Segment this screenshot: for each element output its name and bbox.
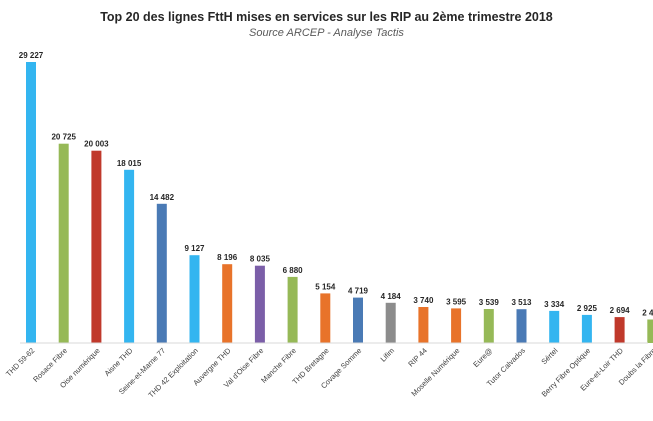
value-label-9: 6 880 <box>283 266 304 275</box>
value-labels-group: 29 227 20 725 20 003 18 015 14 482 9 127 8 196… <box>19 51 653 318</box>
bar-6 <box>189 255 200 343</box>
bar-13 <box>418 307 429 343</box>
value-label-19: 2 694 <box>610 306 631 315</box>
category-label-13: RIP 44 <box>406 346 428 368</box>
category-label-1: THD 59-62 <box>4 346 36 378</box>
value-label-13: 3 740 <box>413 296 434 305</box>
bar-14 <box>451 308 462 343</box>
bar-5 <box>156 203 167 343</box>
bar-10 <box>320 293 331 343</box>
category-label-15: Eure@ <box>471 346 494 369</box>
bar-2 <box>58 143 69 343</box>
value-label-4: 18 015 <box>117 159 142 168</box>
value-label-5: 14 482 <box>150 193 175 202</box>
bar-3 <box>91 150 102 343</box>
bar-8 <box>254 265 265 343</box>
bar-7 <box>222 264 233 343</box>
bar-15 <box>483 309 494 343</box>
value-label-16: 3 513 <box>511 298 532 307</box>
value-label-10: 5 154 <box>315 282 336 291</box>
value-label-3: 20 003 <box>84 140 109 149</box>
chart-subtitle: Source ARCEP - Analyse Tactis <box>249 27 404 39</box>
value-label-18: 2 925 <box>577 304 598 313</box>
value-label-6: 9 127 <box>184 244 205 253</box>
bar-17 <box>549 310 560 343</box>
bar-4 <box>124 169 135 343</box>
bar-11 <box>353 297 363 343</box>
bars-group <box>26 62 653 343</box>
bar-19 <box>614 317 625 343</box>
category-label-12: Lifim <box>379 346 397 364</box>
value-label-15: 3 539 <box>479 298 500 307</box>
value-label-7: 8 196 <box>217 253 238 262</box>
bar-20 <box>647 319 653 343</box>
value-label-12: 4 184 <box>381 292 402 301</box>
bar-18 <box>581 314 592 343</box>
value-label-17: 3 334 <box>544 300 565 309</box>
value-label-1: 29 227 <box>19 51 44 60</box>
bar-1 <box>26 62 36 343</box>
value-label-2: 20 725 <box>51 133 76 142</box>
chart-title: Top 20 des lignes FttH mises en services… <box>100 10 553 24</box>
value-label-11: 4 719 <box>348 287 369 296</box>
category-label-4: Aisne THD <box>103 346 135 378</box>
value-label-14: 3 595 <box>446 297 467 306</box>
bar-9 <box>287 276 298 343</box>
value-label-20: 2 446 <box>642 309 653 318</box>
bar-12 <box>385 302 396 343</box>
value-label-8: 8 035 <box>250 255 271 264</box>
category-label-17: Sértel <box>539 346 559 366</box>
bar-16 <box>516 309 527 343</box>
